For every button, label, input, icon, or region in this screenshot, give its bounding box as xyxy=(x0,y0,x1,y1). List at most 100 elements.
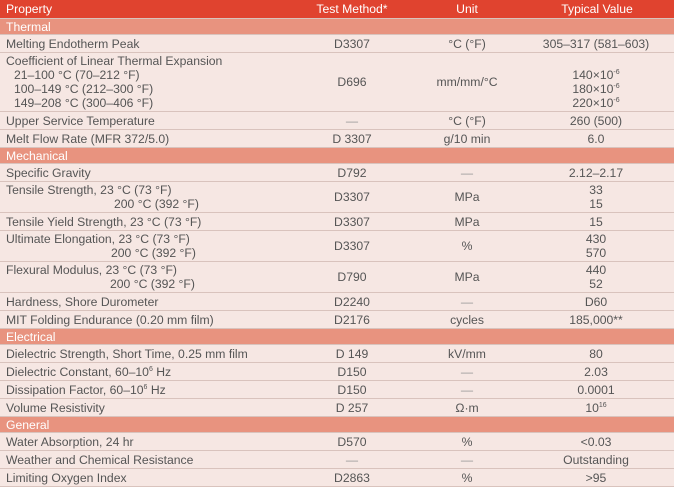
property-sub: 200 °C (392 °F) xyxy=(110,277,195,291)
value-cell: 80 xyxy=(520,344,674,363)
method-cell: D 3307 xyxy=(290,129,414,148)
table-row: Melting Endotherm Peak D3307 °C (°F) 305… xyxy=(0,34,674,53)
value-cell: Outstanding xyxy=(520,450,674,469)
unit-cell: cycles xyxy=(414,310,520,329)
method-cell: D696 xyxy=(290,52,414,112)
unit-cell: °C (°F) xyxy=(414,34,520,53)
value-cell: 440 52 xyxy=(520,261,674,293)
value-cell: 1016 xyxy=(520,398,674,417)
unit-cell: % xyxy=(414,468,520,487)
table-row: Volume Resistivity D 257 Ω·m 1016 xyxy=(0,398,674,417)
property-cell: Hardness, Shore Durometer xyxy=(0,292,290,311)
value-cell: 33 15 xyxy=(520,181,674,213)
property-cell: Limiting Oxygen Index xyxy=(0,468,290,487)
unit-cell: °C (°F) xyxy=(414,111,520,130)
value-line: 180×10-6 xyxy=(572,82,620,96)
table-row: Dielectric Strength, Short Time, 0.25 mm… xyxy=(0,344,674,363)
method-cell: — xyxy=(290,111,414,130)
unit-cell: — xyxy=(414,163,520,182)
property-cell: Dielectric Constant, 60–106 Hz xyxy=(0,362,290,381)
table-row: Water Absorption, 24 hr D570 % <0.03 xyxy=(0,432,674,451)
property-cell: Flexural Modulus, 23 °C (73 °F) 200 °C (… xyxy=(0,261,290,293)
value-cell: 430 570 xyxy=(520,230,674,262)
header-test-method: Test Method* xyxy=(290,0,414,19)
method-cell: D2176 xyxy=(290,310,414,329)
value-line: 15 xyxy=(589,197,603,211)
table-row: Tensile Yield Strength, 23 °C (73 °F) D3… xyxy=(0,212,674,231)
unit-cell: — xyxy=(414,292,520,311)
table-row: Dielectric Constant, 60–106 Hz D150 — 2.… xyxy=(0,362,674,381)
value-line: 570 xyxy=(585,246,607,260)
value-line: 52 xyxy=(589,277,603,291)
table-row: Coefficient of Linear Thermal Expansion … xyxy=(0,52,674,112)
property-label: Coefficient of Linear Thermal Expansion xyxy=(6,54,223,68)
header-property: Property xyxy=(0,0,290,19)
property-cell: Melt Flow Rate (MFR 372/5.0) xyxy=(0,129,290,148)
section-label: Mechanical xyxy=(0,147,674,164)
property-cell: Melting Endotherm Peak xyxy=(0,34,290,53)
property-cell: Specific Gravity xyxy=(0,163,290,182)
property-sub: 21–100 °C (70–212 °F) xyxy=(14,68,140,82)
value-line: 33 xyxy=(589,183,603,197)
unit-cell: % xyxy=(414,432,520,451)
method-cell: D3307 xyxy=(290,212,414,231)
header-row: Property Test Method* Unit Typical Value xyxy=(0,0,674,19)
table-row: Tensile Strength, 23 °C (73 °F) 200 °C (… xyxy=(0,181,674,213)
method-cell: D2240 xyxy=(290,292,414,311)
unit-cell: mm/mm/°C xyxy=(414,52,520,112)
method-cell: D570 xyxy=(290,432,414,451)
method-cell: D792 xyxy=(290,163,414,182)
value-cell: 305–317 (581–603) xyxy=(520,34,674,53)
property-cell: Weather and Chemical Resistance xyxy=(0,450,290,469)
unit-cell: — xyxy=(414,380,520,399)
property-sub: 100–149 °C (212–300 °F) xyxy=(14,82,154,96)
table-row: Flexural Modulus, 23 °C (73 °F) 200 °C (… xyxy=(0,261,674,293)
table-row: Specific Gravity D792 — 2.12–2.17 xyxy=(0,163,674,182)
unit-cell: kV/mm xyxy=(414,344,520,363)
value-cell: >95 xyxy=(520,468,674,487)
unit-cell: Ω·m xyxy=(414,398,520,417)
header-typical-value: Typical Value xyxy=(520,0,674,19)
property-sub: 149–208 °C (300–406 °F) xyxy=(14,96,154,110)
unit-cell: — xyxy=(414,450,520,469)
method-cell: D150 xyxy=(290,380,414,399)
value-cell: 260 (500) xyxy=(520,111,674,130)
property-cell: Water Absorption, 24 hr xyxy=(0,432,290,451)
method-cell: D 257 xyxy=(290,398,414,417)
method-cell: — xyxy=(290,450,414,469)
value-line: 430 xyxy=(585,232,607,246)
property-cell: Dissipation Factor, 60–106 Hz xyxy=(0,380,290,399)
table-row: Upper Service Temperature — °C (°F) 260 … xyxy=(0,111,674,130)
value-line: 140×10-6 xyxy=(572,68,620,82)
property-label: Flexural Modulus, 23 °C (73 °F) xyxy=(6,263,177,277)
method-cell: D 149 xyxy=(290,344,414,363)
section-thermal: Thermal xyxy=(0,18,674,35)
value-cell: 140×10-6 180×10-6 220×10-6 xyxy=(520,52,674,112)
value-line: 440 xyxy=(585,263,607,277)
value-cell: 185,000** xyxy=(520,310,674,329)
property-sub: 200 °C (392 °F) xyxy=(111,246,196,260)
header-unit: Unit xyxy=(414,0,520,19)
method-cell: D2863 xyxy=(290,468,414,487)
section-label: Thermal xyxy=(0,18,674,35)
property-sub: 200 °C (392 °F) xyxy=(114,197,199,211)
table-row: Dissipation Factor, 60–106 Hz D150 — 0.0… xyxy=(0,380,674,399)
value-cell: 2.03 xyxy=(520,362,674,381)
section-mechanical: Mechanical xyxy=(0,147,674,164)
value-cell: <0.03 xyxy=(520,432,674,451)
property-cell: Ultimate Elongation, 23 °C (73 °F) 200 °… xyxy=(0,230,290,262)
unit-cell: % xyxy=(414,230,520,262)
method-cell: D790 xyxy=(290,261,414,293)
table-row: Hardness, Shore Durometer D2240 — D60 xyxy=(0,292,674,311)
section-label: Electrical xyxy=(0,328,674,345)
section-electrical: Electrical xyxy=(0,328,674,345)
table-row: Limiting Oxygen Index D2863 % >95 xyxy=(0,468,674,487)
unit-cell: — xyxy=(414,362,520,381)
method-cell: D3307 xyxy=(290,230,414,262)
property-cell: Tensile Strength, 23 °C (73 °F) 200 °C (… xyxy=(0,181,290,213)
unit-cell: MPa xyxy=(414,261,520,293)
unit-cell: MPa xyxy=(414,212,520,231)
property-cell: Volume Resistivity xyxy=(0,398,290,417)
method-cell: D3307 xyxy=(290,181,414,213)
value-cell: 6.0 xyxy=(520,129,674,148)
